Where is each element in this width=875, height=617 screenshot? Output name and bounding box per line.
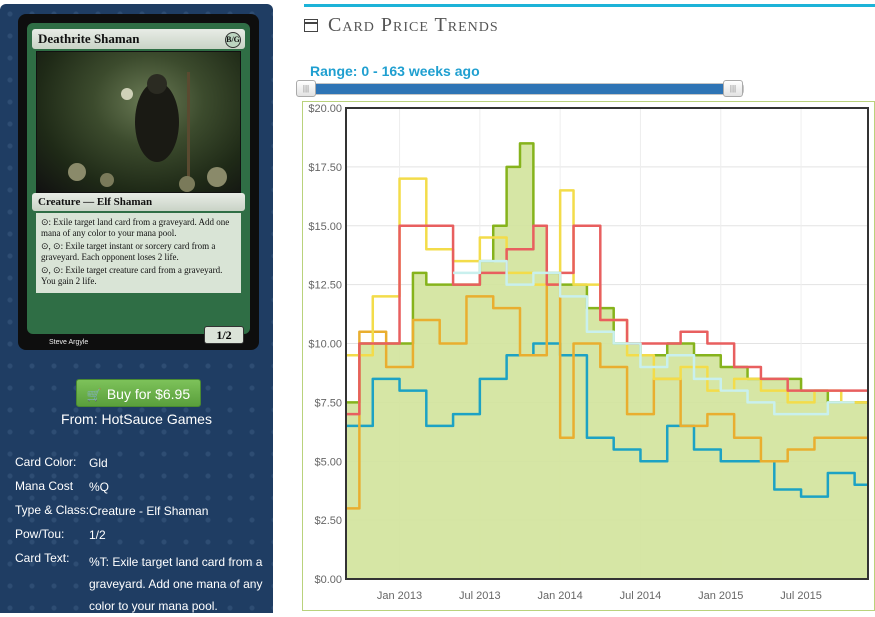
info-value: Creature - Elf Shaman — [89, 504, 209, 518]
seller-label: From: HotSauce Games — [61, 411, 212, 427]
card-type-line: Creature — Elf Shaman — [32, 193, 245, 211]
y-tick-label: $10.00 — [308, 339, 342, 351]
plot-border — [345, 107, 869, 580]
price-chart-svg: $0.00 $2.50 $5.00 $7.50 $10.00 $12.50 $15.00 $1… — [308, 103, 869, 602]
mana-symbol-icon: B/G — [225, 32, 241, 48]
card-rules-text: ⊙: Exile target land card from a graveya… — [36, 213, 241, 293]
x-tick-label: Jan 2013 — [377, 590, 422, 602]
info-label: Mana Cost — [15, 479, 74, 493]
series-area — [346, 143, 868, 579]
y-tick-label: $20.00 — [308, 103, 342, 115]
x-tick-label: Jan 2015 — [698, 590, 743, 602]
info-value: %Q — [89, 480, 110, 494]
card-artist: Steve Argyle — [49, 339, 89, 346]
info-label: Card Text: — [15, 551, 70, 565]
header-accent-line — [304, 4, 875, 7]
card-name: Deathrite Shaman B/G — [32, 29, 245, 49]
page-title: Card Price Trends — [304, 14, 499, 37]
info-label: Type & Class: — [15, 503, 90, 517]
x-tick-label: Jan 2014 — [538, 590, 583, 602]
y-tick-label: $0.00 — [314, 574, 342, 586]
info-label: Pow/Tou: — [15, 527, 65, 541]
y-tick-label: $12.50 — [308, 280, 342, 292]
rules-line-1: ⊙: Exile target land card from a graveya… — [41, 217, 230, 238]
y-tick-label: $7.50 — [314, 397, 342, 409]
x-tick-label: Jul 2015 — [780, 590, 822, 602]
series-line-2 — [346, 342, 868, 498]
series-line-6 — [453, 259, 855, 416]
range-slider-fill — [311, 84, 723, 94]
page-title-text: Card Price Trends — [328, 14, 499, 36]
x-tick-label: Jul 2014 — [620, 590, 662, 602]
calendar-icon — [304, 19, 318, 32]
y-tick-label: $17.50 — [308, 162, 342, 174]
price-chart: $0.00 $2.50 $5.00 $7.50 $10.00 $12.50 $15.00 $1… — [302, 101, 875, 611]
y-tick-label: $2.50 — [314, 515, 342, 527]
card-power-toughness: 1/2 — [204, 326, 244, 344]
y-tick-label: $5.00 — [314, 456, 342, 468]
range-slider-handle-max[interactable]: ||| — [723, 80, 743, 97]
rules-line-3: ⊙, ⊙: Exile target creature card from a … — [41, 265, 223, 286]
card-art-drawing — [68, 72, 227, 192]
buy-button[interactable]: 🛒 Buy for $6.95 — [76, 379, 201, 407]
card-sidebar: Deathrite Shaman B/G Creature — Elf Sham… — [0, 4, 273, 613]
buy-button-label: Buy for $6.95 — [106, 386, 191, 402]
y-tick-label: $15.00 — [308, 221, 342, 233]
series-line-3 — [346, 283, 868, 510]
card-name-text: Deathrite Shaman — [38, 31, 140, 46]
x-tick-label: Jul 2013 — [459, 590, 501, 602]
card-frame: Deathrite Shaman B/G Creature — Elf Sham… — [27, 23, 250, 346]
info-label: Card Color: — [15, 455, 77, 469]
cart-icon: 🛒 — [86, 388, 102, 402]
info-value: 1/2 — [89, 528, 106, 542]
range-label: Range: 0 - 163 weeks ago — [310, 63, 480, 79]
rules-line-2: ⊙, ⊙: Exile target instant or sorcery ca… — [41, 241, 216, 262]
range-slider-handle-min[interactable]: ||| — [296, 80, 316, 97]
card-art — [36, 51, 241, 193]
info-value: %T: Exile target land card from a gravey… — [89, 555, 263, 613]
info-value: Gld — [89, 456, 108, 470]
card-image: Deathrite Shaman B/G Creature — Elf Sham… — [18, 14, 259, 350]
series-line-5 — [346, 224, 868, 416]
